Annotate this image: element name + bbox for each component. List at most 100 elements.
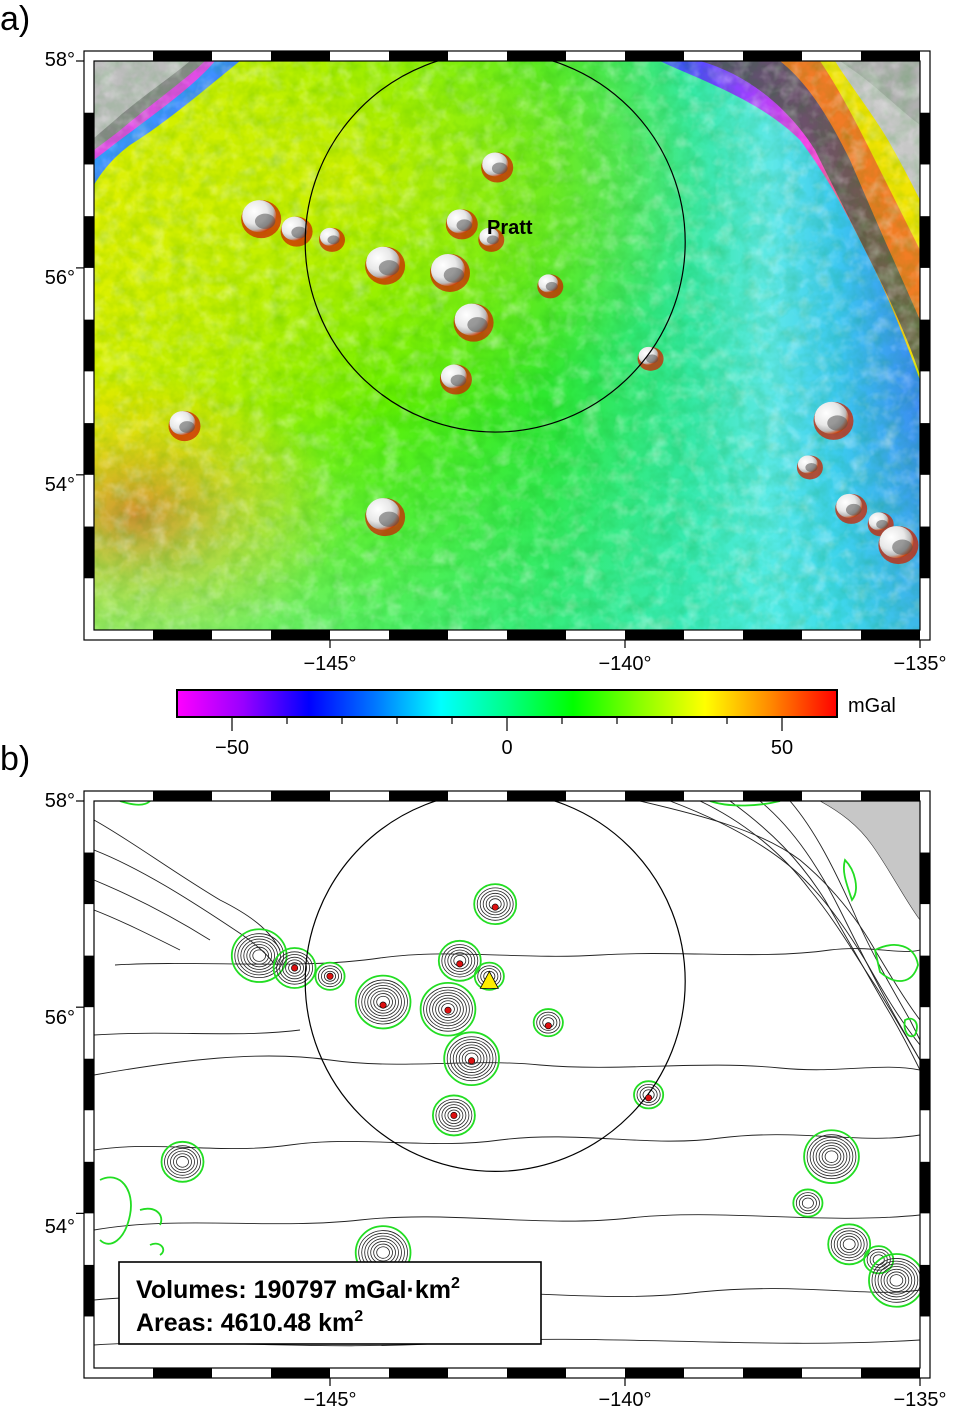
frame-checker [625, 630, 684, 640]
contour-line [824, 1150, 839, 1163]
frame-checker [625, 1368, 684, 1378]
contour-line [815, 1142, 848, 1171]
contour-line [279, 954, 311, 982]
frame-checker [389, 791, 448, 801]
contour-line [636, 1083, 661, 1106]
contour-line [435, 1098, 473, 1133]
contour-line [246, 944, 273, 968]
colorbar-tick-50: 50 [771, 737, 793, 759]
colorbar-tick-neg50: −50 [215, 737, 249, 759]
panel-a-ytick-56: 56° [45, 267, 75, 289]
contour-line [167, 1147, 198, 1176]
contour-line [886, 1271, 907, 1290]
contour-line [485, 895, 505, 913]
panel-b-ytick-56: 56° [45, 1007, 75, 1029]
frame-checker [271, 630, 330, 640]
contour-line [476, 887, 514, 921]
contour-line [447, 1109, 461, 1122]
frame-checker [743, 630, 802, 640]
contour-line [243, 941, 276, 970]
zero-contour [473, 883, 518, 925]
contour-line [423, 986, 473, 1032]
contour-line [877, 1263, 916, 1298]
contour-line [482, 892, 508, 916]
frame-checker [389, 51, 448, 61]
hillshade-shadow-texture [94, 61, 920, 630]
seamount-shadow [486, 235, 499, 245]
zero-contour [314, 961, 346, 991]
contour-line [874, 1260, 919, 1301]
contour-line [539, 1014, 558, 1031]
contour-line [370, 990, 396, 1014]
zero-contour [863, 1245, 895, 1275]
seamount-shadow [646, 354, 659, 364]
contour-line [461, 1049, 482, 1068]
frame-checker [153, 630, 212, 640]
seamount-shadow [805, 462, 818, 472]
frame-checker [920, 216, 930, 268]
panel-a-frame [76, 50, 931, 648]
contour-line [464, 1052, 479, 1065]
seamount-shadow [378, 511, 400, 527]
contour-line [276, 951, 314, 985]
seamount-shadow [467, 317, 488, 333]
anomaly-peak-marker [645, 1094, 653, 1102]
search-radius-circle [304, 801, 686, 1172]
frame-checker [861, 51, 920, 61]
frame-checker [920, 112, 930, 165]
contour-line [479, 890, 511, 918]
land-area-northeast [819, 801, 920, 921]
frame-checker [920, 526, 930, 579]
frame-checker [84, 1058, 94, 1111]
frame-checker [271, 1368, 330, 1378]
panel-b-label: b) [0, 740, 30, 778]
zero-contour [633, 1080, 665, 1110]
zero-contour [803, 1129, 860, 1184]
colorbar-unit: mGal [848, 695, 896, 717]
panel-b-xtick-140: −140° [598, 1389, 651, 1410]
frame-checker [507, 51, 566, 61]
panel-b-frame [76, 790, 931, 1386]
contour-line [455, 1044, 488, 1073]
frame-checker [389, 630, 448, 640]
contour-line [441, 1104, 467, 1127]
colorbar-tick-0: 0 [501, 737, 512, 759]
contour-line [812, 1139, 851, 1174]
seamount-shadow [827, 415, 848, 431]
zero-contours-coast [99, 801, 919, 1256]
zero-contour [792, 1188, 824, 1218]
anomaly-peak-marker [544, 1022, 552, 1030]
contour-line [376, 1246, 390, 1259]
zero-contour [431, 1094, 476, 1137]
colorbar: mGal −50 0 50 [176, 689, 896, 759]
contour-line [364, 985, 402, 1019]
seamount-shadow [491, 162, 508, 175]
contour-line [176, 1156, 189, 1168]
contour-line [444, 946, 476, 975]
frame-checker [625, 791, 684, 801]
panel-a-label: a) [0, 0, 30, 38]
frame-checker [271, 51, 330, 61]
contour-line [373, 1243, 393, 1262]
seamount-shadow [845, 503, 862, 516]
frame-checker [507, 791, 566, 801]
zero-contour [230, 928, 288, 983]
contour-line [639, 1086, 658, 1103]
seamount-shadow [450, 374, 467, 387]
contour-line [237, 935, 282, 976]
frame-checker [84, 955, 94, 1008]
frame-checker [920, 423, 930, 475]
anomaly-peak-marker [468, 1057, 476, 1065]
colorbar-ticks [231, 717, 783, 731]
frame-checker [861, 791, 920, 801]
panel-b-xtick-145: −145° [303, 1389, 356, 1410]
panel-a-ytick-54: 54° [45, 474, 75, 496]
contour-line [170, 1150, 195, 1174]
anomaly-peak-marker [291, 964, 299, 972]
seamount-shadow [892, 539, 913, 555]
contour-line [288, 962, 302, 974]
zero-contour [160, 1140, 205, 1183]
zero-contour [868, 1253, 920, 1308]
contour-line [833, 1230, 865, 1259]
frame-checker [84, 526, 94, 579]
